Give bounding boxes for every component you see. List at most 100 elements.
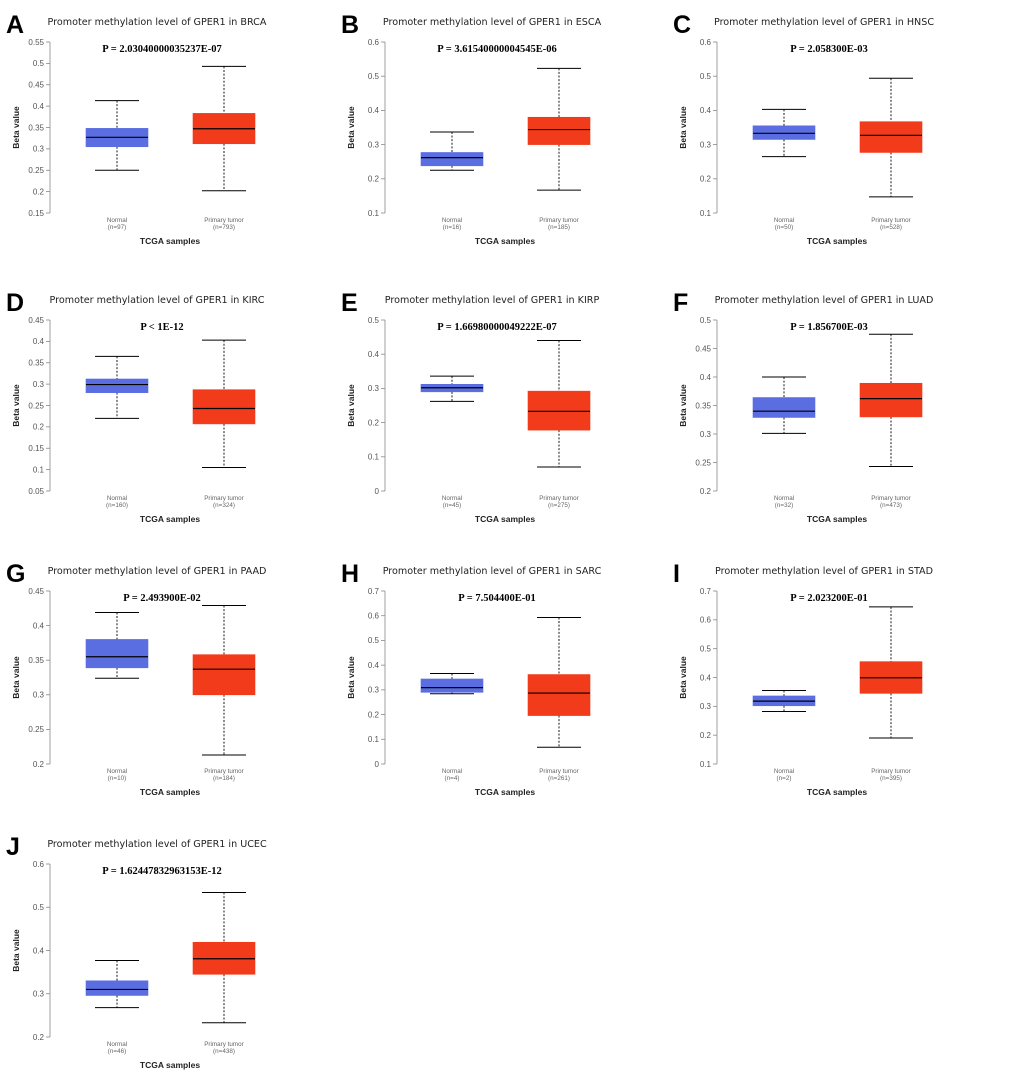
- iqr-box: [420, 152, 484, 167]
- chart-title: Promoter methylation level of GPER1 in U…: [47, 839, 267, 850]
- category-label: Normal: [774, 217, 794, 224]
- p-value: P < 1E-12: [140, 322, 183, 333]
- y-tick-label: 0.1: [700, 209, 712, 218]
- category-label: Primary tumor: [539, 768, 579, 775]
- panel-letter: E: [341, 289, 358, 317]
- category-label: Primary tumor: [204, 495, 244, 502]
- sample-count-label: (n=184): [213, 775, 235, 782]
- y-tick-label: 0.5: [368, 636, 380, 645]
- category-label: Normal: [442, 495, 462, 502]
- y-tick-label: 0.25: [28, 725, 44, 734]
- panel-c: C Promoter methylation level of GPER1 in …: [673, 11, 934, 246]
- p-value: P = 2.493900E-02: [123, 593, 200, 604]
- sample-count-label: (n=2): [777, 775, 792, 782]
- y-tick-label: 0.4: [368, 661, 380, 670]
- box-normal: Normal(n=32): [752, 376, 816, 509]
- box-normal: Normal(n=2): [752, 689, 816, 782]
- chart-title: Promoter methylation level of GPER1 in S…: [715, 566, 933, 577]
- y-tick-label: 0.45: [695, 344, 711, 353]
- chart-title: Promoter methylation level of GPER1 in K…: [50, 295, 265, 306]
- y-tick-label: 0.3: [700, 140, 712, 149]
- y-tick-label: 0.2: [700, 731, 712, 740]
- y-tick-label: 0.6: [700, 616, 712, 625]
- box-normal: Normal(n=16): [420, 131, 484, 231]
- sample-count-label: (n=50): [775, 224, 793, 231]
- y-axis-label: Beta value: [678, 656, 688, 699]
- category-label: Normal: [107, 495, 127, 502]
- p-value: P = 2.03040000035237E-07: [102, 44, 221, 55]
- panel-j: J Promoter methylation level of GPER1 in …: [6, 833, 267, 1070]
- y-tick-label: 0.3: [33, 380, 45, 389]
- sample-count-label: (n=45): [443, 502, 461, 509]
- y-tick-label: 0.6: [368, 612, 380, 621]
- y-tick-label: 0.45: [28, 587, 44, 596]
- y-tick-label: 0.2: [368, 710, 380, 719]
- y-tick-label: 0.6: [33, 860, 45, 869]
- panel-letter: G: [6, 560, 25, 588]
- y-tick-label: 0.4: [33, 337, 45, 346]
- x-axis-label: TCGA samples: [140, 787, 200, 797]
- iqr-box: [192, 389, 256, 425]
- y-axis-label: Beta value: [678, 106, 688, 149]
- panel-letter: A: [6, 11, 24, 39]
- box-primary-tumor: Primary tumor(n=324): [192, 339, 256, 509]
- panel-letter: J: [6, 833, 20, 861]
- iqr-box: [527, 674, 591, 716]
- p-value: P = 7.504400E-01: [458, 593, 535, 604]
- sample-count-label: (n=32): [775, 502, 793, 509]
- y-tick-label: 0.45: [28, 81, 44, 90]
- y-tick-label: 0.3: [33, 691, 45, 700]
- iqr-box: [85, 980, 149, 996]
- y-tick-label: 0.5: [368, 316, 380, 325]
- chart-title: Promoter methylation level of GPER1 in P…: [48, 566, 267, 577]
- box-primary-tumor: Primary tumor(n=184): [192, 605, 256, 782]
- sample-count-label: (n=97): [108, 224, 126, 231]
- chart-title: Promoter methylation level of GPER1 in E…: [383, 17, 602, 28]
- sample-count-label: (n=16): [443, 224, 461, 231]
- panel-letter: C: [673, 11, 691, 39]
- x-axis-label: TCGA samples: [807, 787, 867, 797]
- y-axis-label: Beta value: [11, 106, 21, 149]
- chart-title: Promoter methylation level of GPER1 in S…: [383, 566, 602, 577]
- y-tick-label: 0.1: [700, 760, 712, 769]
- x-axis-label: TCGA samples: [140, 514, 200, 524]
- iqr-box: [85, 639, 149, 669]
- y-tick-label: 0.4: [368, 106, 380, 115]
- category-label: Primary tumor: [871, 217, 911, 224]
- category-label: Primary tumor: [204, 1041, 244, 1048]
- y-axis-label: Beta value: [11, 384, 21, 427]
- y-tick-label: 0.4: [33, 621, 45, 630]
- iqr-box: [85, 378, 149, 393]
- box-normal: Normal(n=97): [85, 100, 149, 231]
- panel-letter: I: [673, 560, 680, 588]
- panel-h: H Promoter methylation level of GPER1 in …: [341, 560, 602, 797]
- y-tick-label: 0.25: [28, 166, 44, 175]
- category-label: Normal: [442, 768, 462, 775]
- y-tick-label: 0.4: [700, 373, 712, 382]
- box-primary-tumor: Primary tumor(n=185): [527, 67, 591, 231]
- category-label: Primary tumor: [539, 495, 579, 502]
- box-primary-tumor: Primary tumor(n=395): [859, 606, 923, 782]
- y-axis-label: Beta value: [346, 656, 356, 699]
- x-axis-label: TCGA samples: [807, 236, 867, 246]
- chart-title: Promoter methylation level of GPER1 in B…: [48, 17, 267, 28]
- y-tick-label: 0.2: [368, 175, 380, 184]
- y-tick-label: 0.5: [700, 644, 712, 653]
- y-tick-label: 0.15: [28, 444, 44, 453]
- iqr-box: [192, 654, 256, 696]
- box-normal: Normal(n=4): [420, 673, 484, 782]
- y-tick-label: 0.5: [700, 72, 712, 81]
- panel-b: B Promoter methylation level of GPER1 in …: [341, 11, 602, 246]
- y-axis-label: Beta value: [11, 929, 21, 972]
- category-label: Primary tumor: [871, 768, 911, 775]
- category-label: Normal: [774, 768, 794, 775]
- p-value: P = 1.856700E-03: [790, 322, 867, 333]
- y-tick-label: 0.2: [368, 418, 380, 427]
- y-tick-label: 0.5: [33, 903, 45, 912]
- y-tick-label: 0.55: [28, 38, 44, 47]
- y-tick-label: 0.35: [28, 123, 44, 132]
- y-tick-label: 0.3: [368, 384, 380, 393]
- panel-e: E Promoter methylation level of GPER1 in …: [341, 289, 599, 524]
- sample-count-label: (n=275): [548, 502, 570, 509]
- chart-title: Promoter methylation level of GPER1 in L…: [715, 295, 934, 306]
